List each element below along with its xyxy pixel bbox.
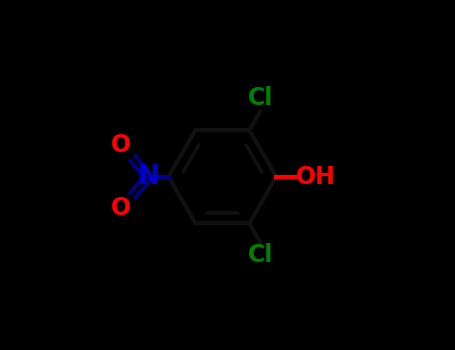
Text: O: O [111, 133, 131, 158]
Text: Cl: Cl [248, 244, 273, 267]
Text: OH: OH [296, 165, 336, 189]
Text: N: N [137, 164, 159, 190]
Text: O: O [111, 196, 131, 220]
Text: Cl: Cl [248, 86, 273, 110]
